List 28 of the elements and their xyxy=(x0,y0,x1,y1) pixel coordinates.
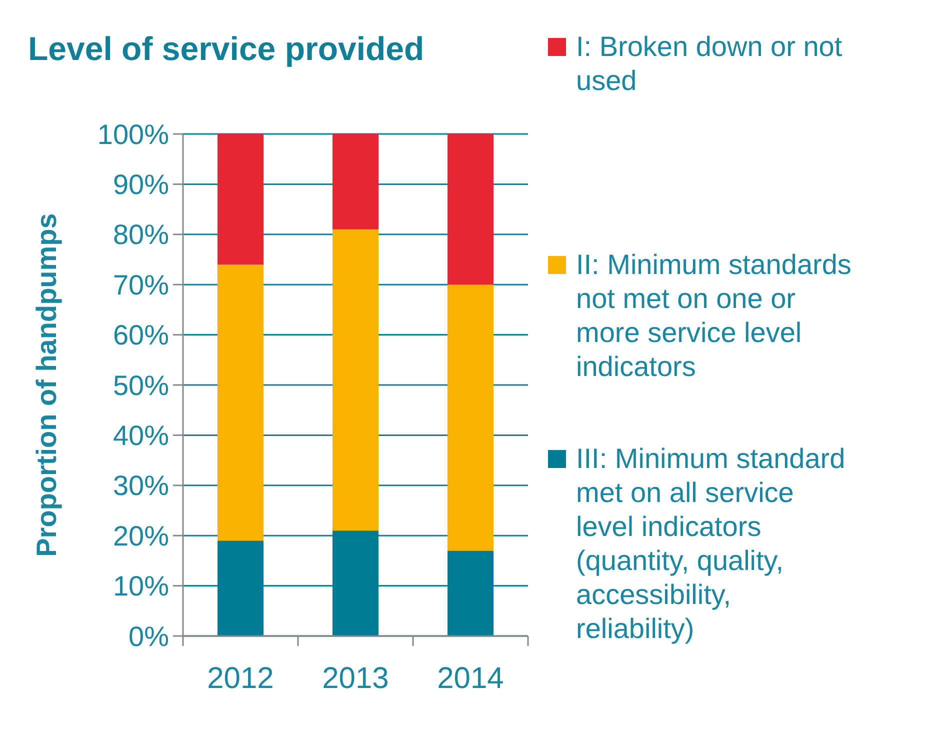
x-tick-label: 2013 xyxy=(322,662,389,695)
bar xyxy=(332,530,378,636)
y-tick-label: 20% xyxy=(112,520,169,552)
bar xyxy=(218,540,264,636)
bar xyxy=(448,550,494,636)
y-tick-label: 100% xyxy=(97,118,169,150)
y-tick-label: 80% xyxy=(112,219,169,250)
bar xyxy=(332,134,378,230)
legend-label: III: Minimum standard met on all service level indicators (quantity, quality, accessibility, reliability) xyxy=(576,442,846,644)
x-tick-label: 2014 xyxy=(437,662,504,695)
y-tick-label: 60% xyxy=(112,320,169,351)
y-tick-label: 30% xyxy=(112,470,169,502)
y-axis-title: Proportion of handpumps xyxy=(31,213,62,557)
y-tick-label: 0% xyxy=(128,620,169,652)
y-tick-label: 70% xyxy=(112,269,169,300)
bar xyxy=(448,284,494,551)
legend-label: II: Minimum standards not met on one or more service level indicators xyxy=(576,248,852,382)
y-tick-label: 50% xyxy=(112,370,169,401)
bar xyxy=(218,134,264,265)
bar xyxy=(448,134,494,285)
y-tick-label: 90% xyxy=(112,169,169,200)
chart-title: Level of service provided xyxy=(28,30,424,67)
y-tick-label: 10% xyxy=(112,570,169,602)
bar xyxy=(332,229,378,531)
x-tick-label: 2012 xyxy=(207,662,274,695)
y-tick-label: 40% xyxy=(112,420,169,451)
legend-label: I: Broken down or not used xyxy=(576,30,842,96)
bar xyxy=(218,264,264,541)
